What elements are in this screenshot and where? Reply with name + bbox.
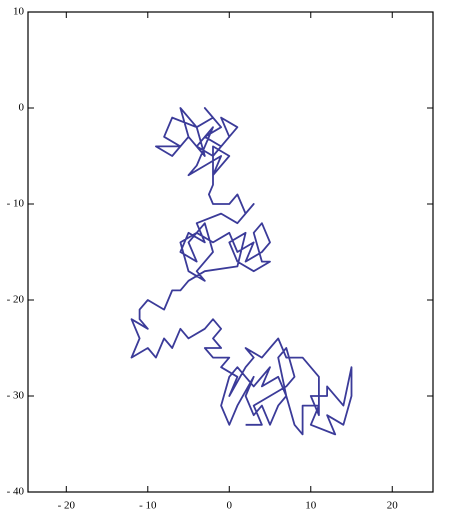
x-tick-label: 0 [227, 500, 233, 512]
x-tick-label: - 10 [139, 500, 157, 512]
x-tick-label: 20 [387, 500, 399, 512]
y-tick-label: - 30 [7, 390, 25, 402]
y-tick-label: - 20 [7, 294, 25, 306]
plot-frame [27, 11, 434, 493]
y-tick-label: - 10 [7, 198, 25, 210]
y-tick-label: 10 [13, 6, 25, 18]
y-tick-label: - 40 [7, 486, 25, 498]
walk-line [130, 107, 353, 436]
x-tick-label: - 20 [58, 500, 76, 512]
y-tick-label: 0 [19, 102, 25, 114]
x-tick-label: 10 [305, 500, 317, 512]
